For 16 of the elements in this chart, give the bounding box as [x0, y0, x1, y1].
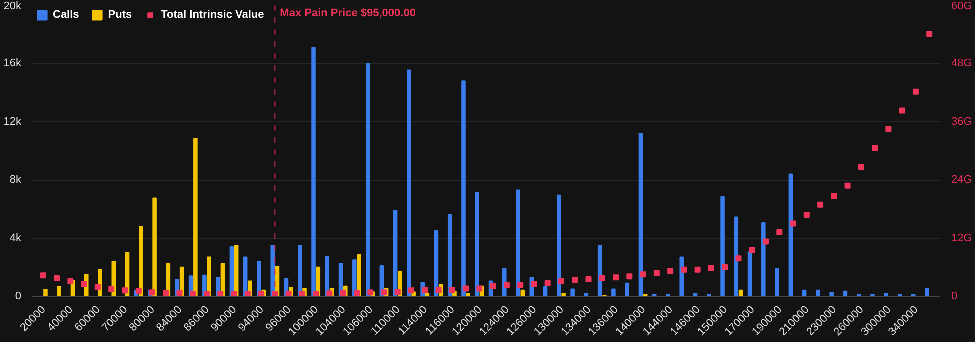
- y2-tick-label: 0: [952, 290, 958, 302]
- y2-tick-label: 60G: [952, 0, 972, 12]
- annotation: Max Pain Price $95,000.00: [280, 8, 416, 20]
- y-tick-label: 0: [15, 290, 22, 302]
- y-tick-label: 20k: [4, 0, 22, 12]
- y2-tick-label: 12G: [952, 232, 972, 244]
- y-tick-label: 4k: [10, 232, 22, 244]
- y2-tick-label: 36G: [952, 116, 972, 128]
- y-tick-label: 8k: [10, 174, 22, 186]
- legend-label: Calls: [53, 9, 80, 21]
- legend-label: Total Intrinsic Value: [161, 9, 264, 21]
- y2-tick-label: 48G: [952, 58, 972, 70]
- y-tick-label: 16k: [4, 58, 22, 70]
- legend-label: Puts: [108, 9, 132, 21]
- y-tick-label: 12k: [4, 116, 22, 128]
- y2-tick-label: 24G: [952, 174, 972, 186]
